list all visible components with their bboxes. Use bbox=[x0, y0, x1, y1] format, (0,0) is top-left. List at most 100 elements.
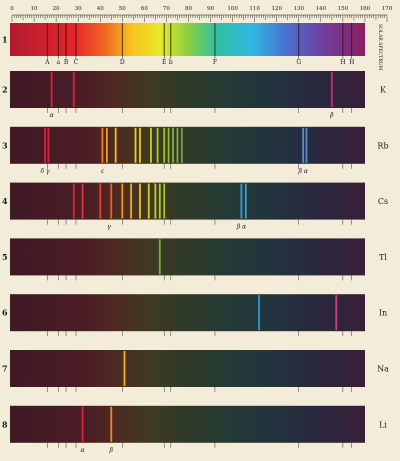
scale-number: 160 bbox=[360, 6, 371, 12]
line-label: β bbox=[109, 447, 114, 454]
row-number: 1 bbox=[2, 35, 8, 45]
emission-line bbox=[134, 127, 137, 163]
emission-line bbox=[139, 127, 141, 163]
element-symbol: K bbox=[380, 86, 387, 95]
emission-line bbox=[244, 183, 247, 219]
scale-number: 0 bbox=[10, 6, 14, 12]
row-number: 7 bbox=[2, 364, 8, 374]
scale-number: 20 bbox=[53, 6, 60, 12]
scale-number: 50 bbox=[119, 6, 126, 12]
scale-number: 130 bbox=[294, 6, 305, 12]
element-spectra: α β 2 Kδ γ ε β α 3 Rb γ β α 4 Cs 5 Tl 6 In 7 Na α β 8 Li bbox=[2, 71, 389, 454]
spectrum-row-k: α β 2 K bbox=[2, 71, 387, 119]
emission-line bbox=[121, 183, 124, 219]
line-label: α bbox=[50, 112, 54, 119]
fraunhofer-label: D bbox=[120, 59, 125, 66]
fraunhofer-label: C bbox=[74, 59, 79, 66]
emission-line bbox=[335, 295, 338, 331]
spectrum-band bbox=[10, 238, 365, 276]
scale-number: 80 bbox=[185, 6, 192, 12]
emission-line bbox=[99, 183, 102, 219]
row-number: 8 bbox=[2, 419, 8, 429]
spectrum-row-rb: δ γ ε β α 3 Rb bbox=[2, 126, 389, 175]
emission-line bbox=[240, 183, 243, 219]
emission-line bbox=[101, 127, 104, 163]
emission-line bbox=[147, 183, 150, 219]
row-number: 3 bbox=[2, 140, 8, 150]
line-label: α bbox=[81, 447, 85, 454]
spectrum-row-cs: γ β α 4 Cs bbox=[2, 182, 388, 231]
emission-line bbox=[81, 406, 84, 442]
emission-line bbox=[130, 183, 133, 219]
emission-line bbox=[47, 127, 50, 163]
fraunhofer-label: B bbox=[64, 59, 69, 66]
emission-line bbox=[150, 127, 152, 163]
row-number: 6 bbox=[2, 308, 8, 318]
scale-number: 140 bbox=[316, 6, 327, 12]
emission-line bbox=[305, 127, 308, 163]
fraunhofer-label: F bbox=[213, 59, 217, 66]
emission-line bbox=[154, 183, 157, 219]
fraunhofer-label: b bbox=[169, 59, 173, 66]
spectrum-row-tl: 5 Tl bbox=[2, 238, 387, 281]
emission-line bbox=[180, 127, 183, 163]
element-symbol: Rb bbox=[377, 141, 388, 150]
emission-line bbox=[44, 127, 46, 163]
spectrum-band bbox=[10, 126, 365, 164]
spectrum-band bbox=[10, 405, 365, 443]
scale-number: 120 bbox=[271, 6, 282, 12]
scale-number: 30 bbox=[75, 6, 82, 12]
scale-number: 100 bbox=[227, 6, 238, 12]
element-symbol: Cs bbox=[378, 197, 388, 206]
line-label: δ γ bbox=[41, 168, 51, 175]
emission-line bbox=[172, 127, 174, 163]
emission-line bbox=[72, 183, 75, 219]
row-number: 4 bbox=[2, 196, 8, 206]
line-label: β α bbox=[297, 168, 307, 175]
emission-line bbox=[176, 127, 179, 163]
scale-number: 150 bbox=[338, 6, 349, 12]
fraunhofer-label: H bbox=[349, 59, 354, 66]
wavelength-scale: 0 10 20 30 40 50 60 70 80 90 100 110 120 130 140 150 160… bbox=[10, 6, 393, 22]
emission-line bbox=[72, 72, 75, 107]
scale-number: 60 bbox=[141, 6, 148, 12]
line-label: β bbox=[329, 112, 334, 119]
spectrum-row-in: 6 In bbox=[2, 294, 387, 337]
spectrum-row-na: 7 Na bbox=[2, 350, 389, 392]
emission-line bbox=[110, 183, 113, 219]
emission-line bbox=[110, 406, 113, 442]
emission-line bbox=[114, 127, 117, 163]
spectrum-row-li: α β 8 Li bbox=[2, 405, 387, 454]
fraunhofer-label: A bbox=[44, 59, 50, 66]
scale-number: 40 bbox=[97, 6, 104, 12]
fraunhofer-label: H bbox=[340, 59, 345, 66]
emission-line bbox=[139, 183, 141, 219]
line-label: ε bbox=[101, 168, 104, 175]
emission-line bbox=[158, 239, 161, 275]
spectrum-band bbox=[10, 71, 365, 108]
scale-number: 170 bbox=[382, 6, 393, 12]
emission-line bbox=[330, 72, 333, 107]
element-symbol: Tl bbox=[379, 253, 387, 262]
line-label: γ bbox=[107, 224, 111, 231]
scale-number: 10 bbox=[31, 6, 38, 12]
emission-line bbox=[302, 127, 305, 163]
emission-line bbox=[50, 72, 53, 107]
solar-band bbox=[10, 23, 365, 56]
emission-line bbox=[167, 127, 170, 163]
scale-number: 70 bbox=[163, 6, 170, 12]
scale-number: 110 bbox=[249, 6, 260, 12]
spectrum-band bbox=[10, 350, 365, 387]
spectrum-band bbox=[10, 182, 365, 220]
element-symbol: Li bbox=[379, 420, 387, 429]
emission-line bbox=[156, 127, 159, 163]
emission-line bbox=[163, 127, 166, 163]
row-number: 5 bbox=[2, 252, 8, 262]
fraunhofer-label: a bbox=[57, 59, 61, 66]
element-symbol: In bbox=[379, 309, 387, 318]
emission-line bbox=[163, 183, 166, 219]
emission-line bbox=[105, 127, 108, 163]
emission-line bbox=[123, 351, 126, 386]
fraunhofer-label: E bbox=[162, 59, 166, 66]
